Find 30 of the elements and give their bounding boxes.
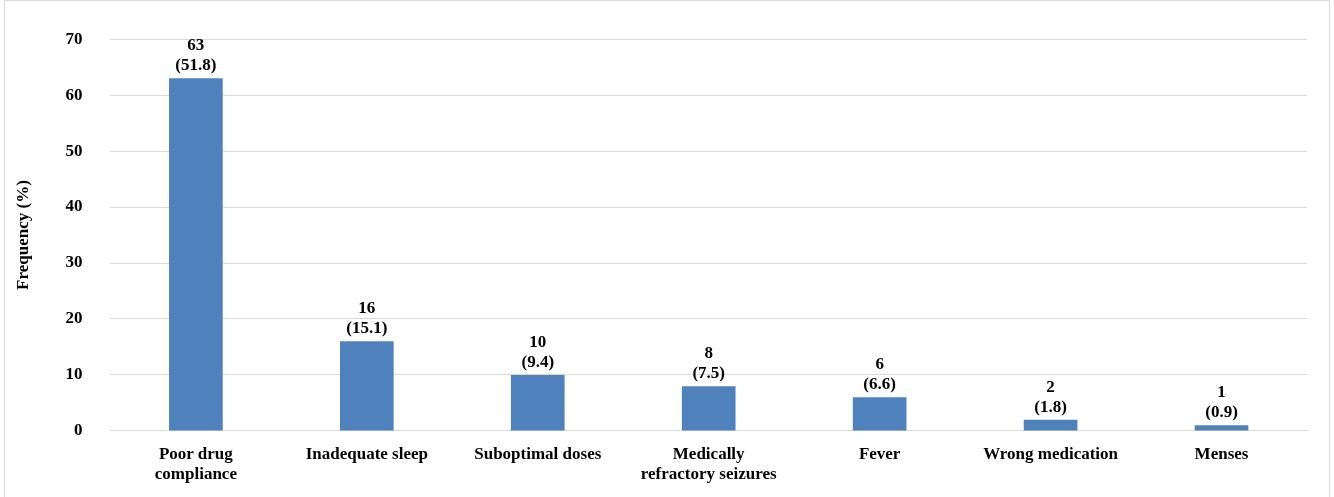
- x-tick-label: Suboptimal doses: [474, 444, 602, 464]
- data-label: 8 (7.5): [692, 343, 725, 383]
- x-tick-label: Menses: [1194, 444, 1249, 464]
- x-tick-label: Poor drug compliance: [154, 444, 238, 483]
- x-tick-label: Medically refractory seizures: [640, 444, 777, 483]
- y-tick-label: 10: [65, 364, 83, 384]
- y-tick-label: 40: [65, 196, 83, 216]
- y-axis-title: Frequency (%): [12, 180, 32, 290]
- x-tick-label: Wrong medication: [983, 444, 1119, 464]
- y-tick-label: 20: [65, 308, 83, 328]
- data-label: 1 (0.9): [1205, 382, 1238, 422]
- data-label: 6 (6.6): [863, 354, 896, 394]
- y-tick-label: 30: [65, 252, 83, 272]
- bar: [169, 78, 223, 431]
- y-tick-label: 0: [73, 420, 83, 440]
- bar: [1194, 425, 1249, 431]
- data-label: 63 (51.8): [175, 35, 217, 75]
- bar: [339, 341, 394, 431]
- bar: [681, 386, 736, 431]
- y-tick-label: 70: [65, 28, 83, 48]
- x-tick-label: Fever: [858, 444, 901, 464]
- data-label: 10 (9.4): [521, 331, 555, 371]
- bar: [510, 374, 565, 431]
- bar: [1023, 419, 1078, 431]
- data-label: 16 (15.1): [346, 298, 388, 338]
- bar: [852, 397, 907, 431]
- data-label: 2 (1.8): [1034, 376, 1067, 416]
- y-tick-label: 60: [65, 84, 83, 104]
- y-tick-label: 50: [65, 140, 83, 160]
- x-tick-label: Inadequate sleep: [305, 444, 428, 464]
